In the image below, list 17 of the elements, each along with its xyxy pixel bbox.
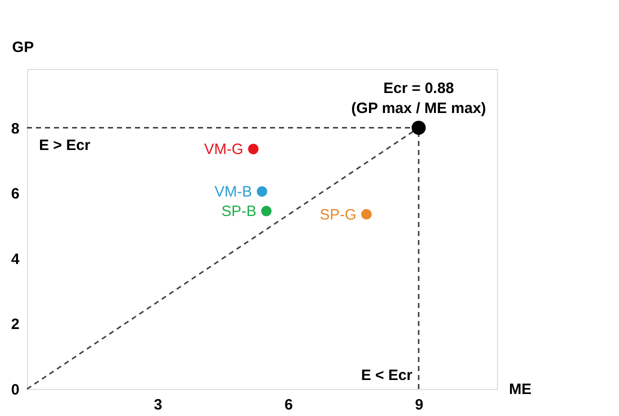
series-label: SP-B [221,203,256,220]
x-tick-label: 6 [284,396,293,414]
annotation: Ecr = 0.88 (GP max / ME max) [351,80,486,117]
y-tick-label: 2 [11,316,20,334]
annotation: E > Ecr [39,137,90,154]
annotation: E < Ecr [361,367,413,384]
series-label: VM-G [204,141,244,158]
series-label: VM-B [214,183,252,200]
x-tick-label: 3 [154,396,162,414]
series-label: SP-G [320,206,356,224]
y-tick-label: 8 [11,120,20,138]
y-tick-label: 0 [11,382,20,398]
x-axis-title: ME [509,381,532,398]
y-tick-label: 6 [11,186,20,203]
x-tick-label: 9 [414,396,424,414]
y-tick-label: 4 [11,250,20,268]
y-axis-title: GP [12,39,34,56]
